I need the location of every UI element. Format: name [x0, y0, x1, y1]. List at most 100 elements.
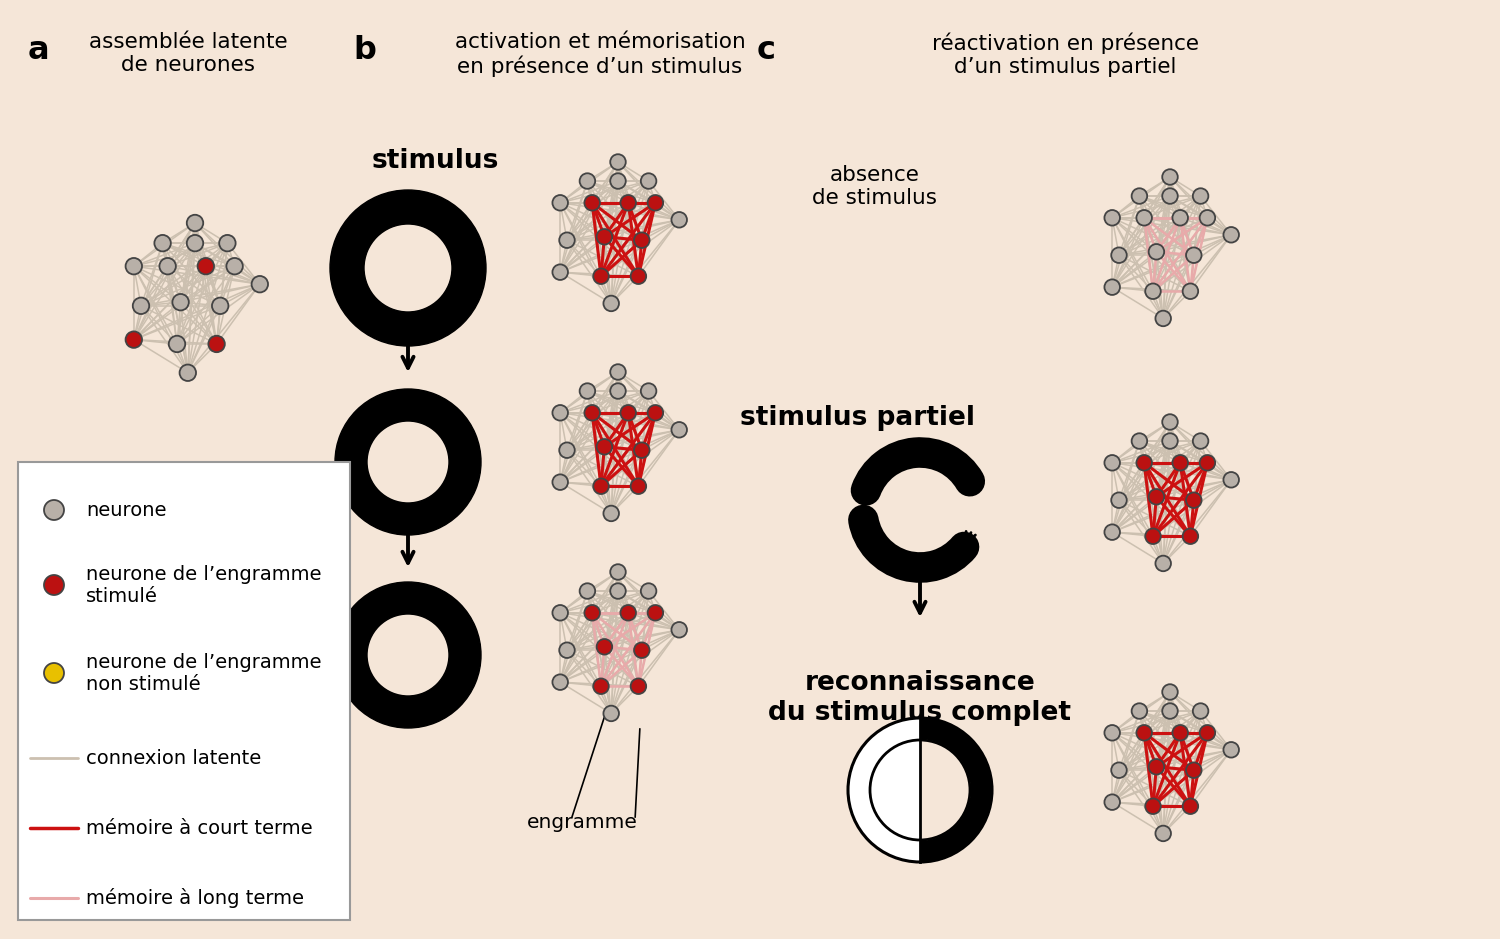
Circle shape — [126, 331, 142, 347]
Circle shape — [621, 405, 636, 421]
Circle shape — [188, 215, 202, 231]
Text: engramme: engramme — [526, 812, 638, 832]
Circle shape — [603, 506, 619, 521]
Circle shape — [672, 622, 687, 638]
Circle shape — [610, 383, 626, 399]
Circle shape — [1137, 210, 1152, 225]
Circle shape — [226, 258, 243, 274]
Circle shape — [597, 229, 612, 244]
Circle shape — [1173, 210, 1188, 225]
Circle shape — [592, 269, 609, 284]
Circle shape — [1149, 759, 1164, 775]
Circle shape — [1182, 284, 1198, 299]
Circle shape — [579, 174, 596, 189]
Wedge shape — [334, 582, 482, 728]
FancyBboxPatch shape — [18, 462, 350, 920]
Circle shape — [585, 605, 600, 621]
Circle shape — [1224, 742, 1239, 758]
Circle shape — [1104, 725, 1120, 741]
Circle shape — [170, 336, 184, 352]
Circle shape — [134, 298, 148, 314]
Wedge shape — [334, 389, 482, 535]
Circle shape — [634, 442, 650, 458]
Text: neurone de l’engramme
stimulé: neurone de l’engramme stimulé — [86, 564, 321, 606]
Circle shape — [1200, 455, 1215, 470]
Circle shape — [1104, 794, 1120, 810]
Circle shape — [1182, 529, 1198, 544]
Text: c: c — [758, 35, 776, 66]
Circle shape — [648, 195, 663, 210]
Circle shape — [44, 663, 64, 683]
Circle shape — [172, 294, 189, 311]
Circle shape — [198, 258, 214, 274]
Circle shape — [1149, 489, 1164, 504]
Circle shape — [634, 642, 650, 658]
Wedge shape — [870, 740, 919, 840]
Circle shape — [1104, 455, 1120, 470]
Circle shape — [552, 195, 568, 210]
Circle shape — [1186, 248, 1202, 263]
Circle shape — [1173, 725, 1188, 741]
Circle shape — [1162, 433, 1178, 449]
Circle shape — [1192, 433, 1209, 449]
Text: stimulus: stimulus — [372, 148, 500, 174]
Circle shape — [585, 195, 600, 210]
Circle shape — [552, 474, 568, 490]
Text: connexion latente: connexion latente — [86, 748, 261, 767]
Circle shape — [640, 174, 657, 189]
Circle shape — [1104, 524, 1120, 540]
Circle shape — [1137, 455, 1152, 470]
Circle shape — [209, 336, 225, 352]
Circle shape — [610, 174, 626, 189]
Wedge shape — [330, 190, 486, 346]
Circle shape — [648, 605, 663, 621]
Circle shape — [603, 706, 619, 721]
Circle shape — [560, 233, 574, 248]
Circle shape — [1200, 210, 1215, 225]
Circle shape — [1162, 414, 1178, 430]
Circle shape — [1192, 188, 1209, 204]
Circle shape — [1144, 529, 1161, 544]
Circle shape — [552, 605, 568, 621]
Circle shape — [1186, 762, 1202, 778]
Circle shape — [1186, 492, 1202, 508]
Circle shape — [552, 674, 568, 690]
Text: neurone: neurone — [86, 500, 166, 519]
Circle shape — [1149, 244, 1164, 259]
Text: réactivation en présence
d’un stimulus partiel: réactivation en présence d’un stimulus p… — [932, 32, 1198, 77]
Circle shape — [1104, 280, 1120, 295]
Circle shape — [597, 439, 612, 454]
Circle shape — [1173, 455, 1188, 470]
Text: b: b — [352, 35, 376, 66]
Circle shape — [630, 479, 646, 494]
Circle shape — [1162, 169, 1178, 185]
Circle shape — [44, 575, 64, 595]
Circle shape — [154, 235, 171, 252]
Circle shape — [1131, 433, 1148, 449]
Text: activation et mémorisation
en présence d’un stimulus: activation et mémorisation en présence d… — [454, 32, 746, 77]
Circle shape — [552, 405, 568, 421]
Circle shape — [188, 235, 202, 252]
Circle shape — [560, 442, 574, 458]
Circle shape — [630, 679, 646, 694]
Circle shape — [1162, 685, 1178, 700]
Circle shape — [159, 258, 176, 274]
Circle shape — [1104, 210, 1120, 225]
Circle shape — [592, 479, 609, 494]
Text: mémoire à court terme: mémoire à court terme — [86, 819, 312, 838]
Circle shape — [621, 605, 636, 621]
Circle shape — [630, 269, 646, 284]
Circle shape — [1200, 725, 1215, 741]
Text: mémoire à long terme: mémoire à long terme — [86, 888, 304, 908]
Wedge shape — [847, 718, 920, 862]
Circle shape — [648, 405, 663, 421]
Wedge shape — [920, 740, 970, 840]
Circle shape — [560, 642, 574, 658]
Circle shape — [180, 364, 196, 381]
Circle shape — [44, 500, 64, 520]
Circle shape — [603, 296, 619, 311]
Text: neurone de l’engramme
non stimulé: neurone de l’engramme non stimulé — [86, 653, 321, 694]
Circle shape — [610, 154, 626, 170]
Circle shape — [1224, 227, 1239, 242]
Circle shape — [1155, 825, 1172, 841]
